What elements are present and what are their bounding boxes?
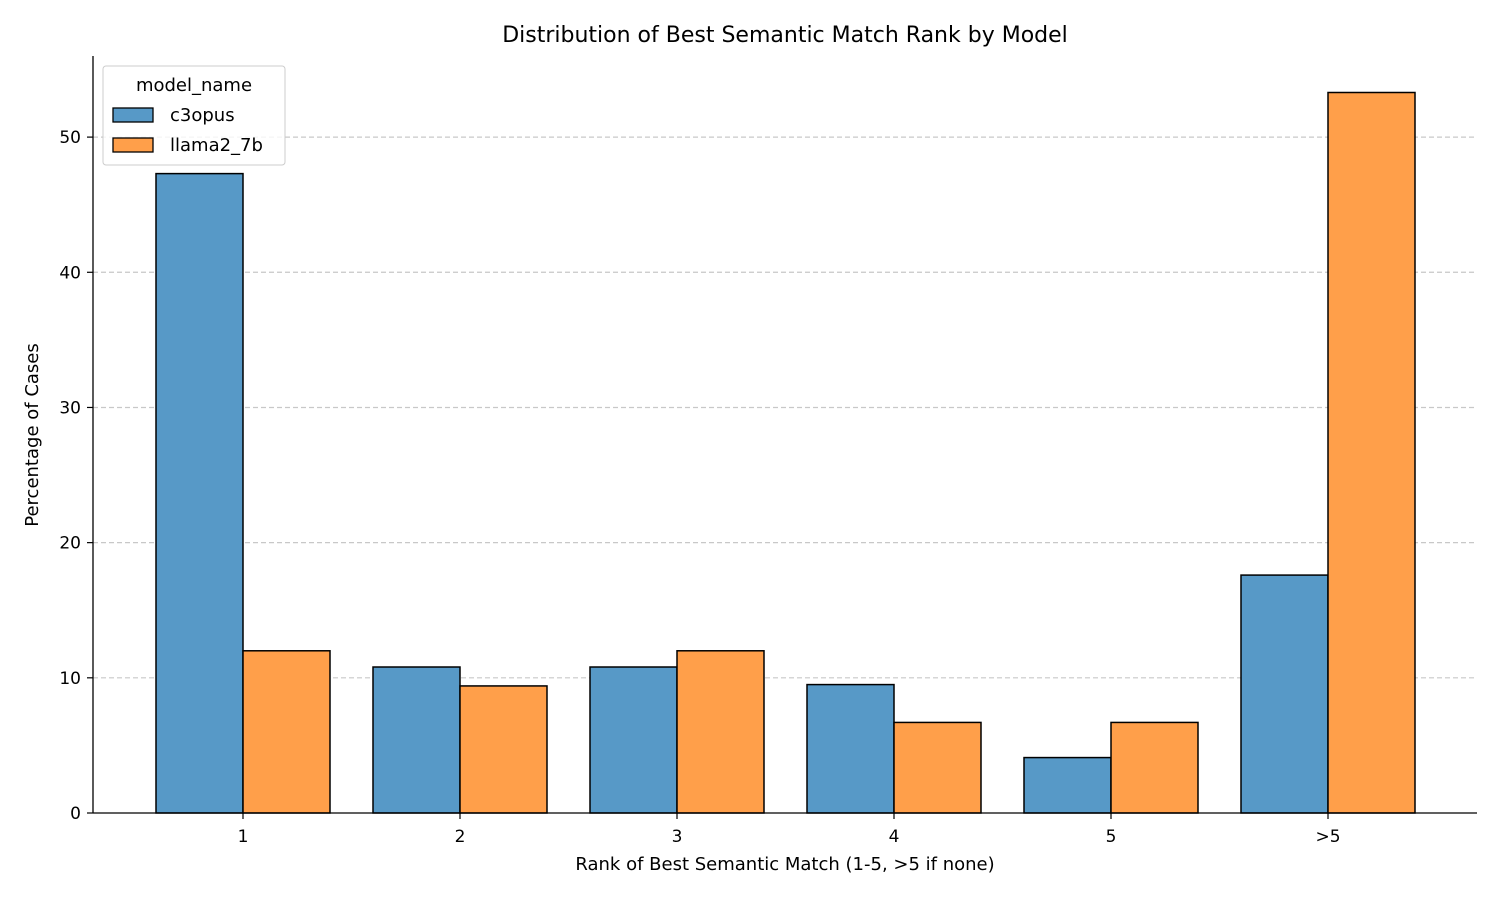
- legend-swatch-llama2_7b: [112, 137, 154, 153]
- x-tick-label: 5: [1106, 827, 1117, 847]
- bar-c3opus: [155, 172, 244, 814]
- y-tick-label: 40: [59, 263, 81, 283]
- bar-c3opus: [1240, 574, 1329, 814]
- legend-label-llama2_7b: llama2_7b: [170, 135, 263, 156]
- bar-llama2_7b: [242, 650, 331, 814]
- x-axis-label: Rank of Best Semantic Match (1-5, >5 if …: [575, 854, 994, 875]
- x-tick-label: 1: [238, 827, 249, 847]
- ticks: 0 10 20 30 40 50 1 2 3 4 5 >5: [59, 128, 1340, 847]
- x-tick-label: 4: [889, 827, 900, 847]
- y-tick-label: 0: [70, 804, 81, 824]
- bar-llama2_7b: [459, 685, 548, 814]
- bar-c3opus: [806, 683, 895, 814]
- x-tick-label: 2: [455, 827, 466, 847]
- chart-title: Distribution of Best Semantic Match Rank…: [502, 23, 1068, 48]
- bar-llama2_7b: [1110, 721, 1199, 814]
- legend-items: c3opus llama2_7b: [112, 105, 263, 156]
- y-tick-label: 20: [59, 534, 81, 554]
- bar-llama2_7b: [676, 650, 765, 814]
- legend-title: model_name: [136, 75, 252, 96]
- bars: [155, 91, 1416, 814]
- legend-label-c3opus: c3opus: [170, 105, 235, 126]
- y-tick-label: 50: [59, 128, 81, 148]
- bar-c3opus: [589, 666, 678, 814]
- x-tick-label: >5: [1315, 827, 1340, 847]
- y-axis-label: Percentage of Cases: [22, 343, 43, 526]
- bar-llama2_7b: [1327, 91, 1416, 814]
- bar-c3opus: [372, 666, 461, 814]
- axes: [92, 56, 1477, 814]
- x-tick-label: 3: [672, 827, 683, 847]
- y-tick-label: 10: [59, 669, 81, 689]
- legend-swatch-c3opus: [112, 107, 154, 123]
- bar-c3opus: [1023, 756, 1112, 814]
- bar-llama2_7b: [893, 721, 982, 814]
- legend: model_name c3opus llama2_7b: [102, 65, 286, 166]
- y-tick-label: 30: [59, 398, 81, 418]
